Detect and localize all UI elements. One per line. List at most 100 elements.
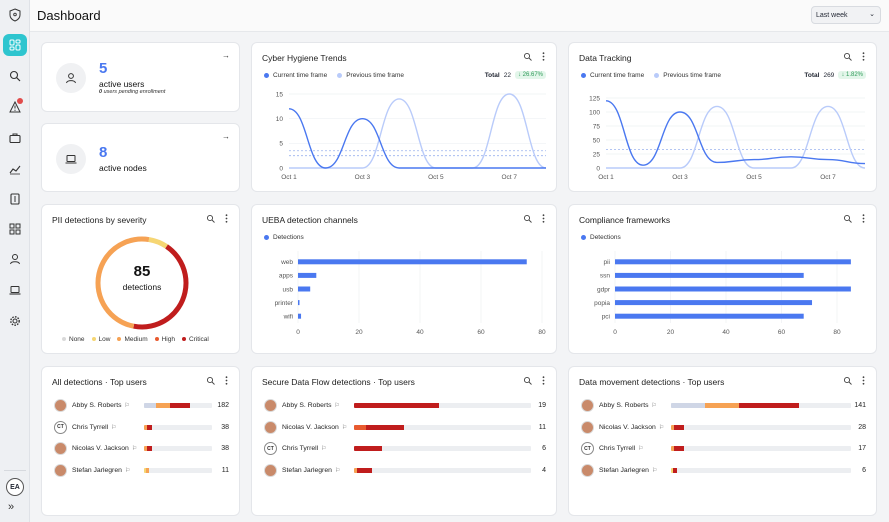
period-select[interactable]: Last week ⌄ <box>811 6 881 24</box>
severity-bar <box>671 467 851 473</box>
severity-segment <box>144 424 147 430</box>
x-tick-label: 40 <box>416 329 424 336</box>
user-row[interactable]: CT Chris Tyrrell ⚐ 6 <box>264 438 546 460</box>
flag-icon: ⚐ <box>638 446 644 453</box>
user-name: Abby S. Roberts <box>282 402 332 410</box>
user-icon <box>56 63 86 93</box>
card-title: PII detections by severity <box>52 215 147 225</box>
severity-bar <box>144 467 212 473</box>
user-row[interactable]: Nicolas V. Jackson ⚐ 28 <box>581 417 866 439</box>
trend-icon[interactable] <box>3 158 27 180</box>
bar-pci <box>615 313 804 319</box>
user-row[interactable]: Nicolas V. Jackson ⚐ 11 <box>264 417 546 439</box>
user-row[interactable]: Abby S. Roberts ⚐ 19 <box>264 395 546 417</box>
user-row[interactable]: Nicolas V. Jackson ⚐ 38 <box>54 438 229 460</box>
y-tick-label: gdpr <box>597 286 611 293</box>
user-row[interactable]: CT Chris Tyrrell ⚐ 17 <box>581 438 866 460</box>
apps-icon[interactable] <box>3 218 27 240</box>
more-icon[interactable] <box>539 52 548 61</box>
flag-icon: ⚐ <box>334 467 341 474</box>
card-title: Cyber Hygiene Trends <box>262 53 347 63</box>
user-avatar[interactable]: EA <box>6 478 24 496</box>
user-row[interactable]: Abby S. Roberts ⚐ 182 <box>54 395 229 417</box>
detection-count: 17 <box>858 445 866 453</box>
y-tick-label: wifi <box>283 314 293 321</box>
total-summary: Total 269 ↓ 1.82% <box>804 71 866 79</box>
y-tick-label: 75 <box>593 123 601 130</box>
dashboard-icon[interactable] <box>3 34 27 56</box>
expand-sidebar-button[interactable]: » <box>8 501 15 513</box>
active-nodes-card[interactable]: → 8 active nodes <box>41 123 240 192</box>
bar-printer <box>298 300 300 306</box>
arrow-right-icon[interactable]: → <box>222 51 230 60</box>
active-nodes-label: active nodes <box>99 163 147 173</box>
user-row[interactable]: CT Chris Tyrrell ⚐ 38 <box>54 417 229 439</box>
active-users-card[interactable]: → 5 active users 0 users pending enrollm… <box>41 42 240 112</box>
severity-bar <box>671 403 851 409</box>
legend-previous: Previous time frame <box>654 72 721 79</box>
more-icon[interactable] <box>222 376 231 385</box>
x-tick-label: Oct 5 <box>428 174 444 181</box>
user-avatar <box>54 399 67 413</box>
more-icon[interactable] <box>539 376 548 385</box>
user-row[interactable]: Stefan Jarlegren ⚐ 4 <box>264 460 546 482</box>
series-line-current <box>605 100 866 166</box>
severity-segment <box>147 424 152 430</box>
shield-logo-icon[interactable] <box>3 4 27 26</box>
y-tick-label: 50 <box>593 137 601 144</box>
secure-flow-card: Secure Data Flow detections · Top users … <box>251 366 557 516</box>
zoom-icon[interactable] <box>523 376 532 385</box>
zoom-icon[interactable] <box>843 376 852 385</box>
more-icon[interactable] <box>859 52 868 61</box>
alert-icon[interactable] <box>3 96 27 118</box>
severity-bar <box>671 424 851 430</box>
user-row[interactable]: Stefan Jarlegren ⚐ 6 <box>581 460 866 482</box>
card-title: Data movement detections · Top users <box>579 377 725 387</box>
severity-segment <box>144 446 147 452</box>
briefcase-icon[interactable] <box>3 127 27 149</box>
severity-segment <box>170 403 190 409</box>
pii-detections-card: PII detections by severity 85 detections… <box>41 204 240 354</box>
more-icon[interactable] <box>539 214 548 223</box>
chart-legend: Current time frame Previous time frame <box>264 72 404 79</box>
bar-apps <box>298 272 317 278</box>
legend-medium: Medium <box>117 336 148 343</box>
detection-count: 19 <box>538 402 546 410</box>
severity-bar <box>671 446 851 452</box>
arrow-right-icon[interactable]: → <box>222 132 230 141</box>
top-users-list: Abby S. Roberts ⚐ 19 Nicolas V. Jackson ⚐ 11 C… <box>264 395 546 481</box>
zoom-icon[interactable] <box>206 376 215 385</box>
laptop-icon[interactable] <box>3 279 27 301</box>
user-name: Nicolas V. Jackson <box>282 423 339 431</box>
zoom-icon[interactable] <box>843 214 852 223</box>
user-avatar <box>54 463 67 477</box>
y-tick-label: printer <box>275 300 294 307</box>
zoom-icon[interactable] <box>843 52 852 61</box>
more-icon[interactable] <box>859 376 868 385</box>
zoom-icon[interactable] <box>523 52 532 61</box>
search-icon[interactable] <box>3 65 27 87</box>
user-row[interactable]: Abby S. Roberts ⚐ 141 <box>581 395 866 417</box>
gear-icon[interactable] <box>3 310 27 332</box>
zoom-icon[interactable] <box>206 214 215 223</box>
page-title: Dashboard <box>37 8 101 23</box>
pending-enrollment-text: 0 users pending enrollment <box>99 89 165 95</box>
zoom-icon[interactable] <box>523 214 532 223</box>
bar-ssn <box>615 272 804 278</box>
y-tick-label: 125 <box>589 95 600 102</box>
report-icon[interactable] <box>3 188 27 210</box>
detection-count: 28 <box>858 423 866 431</box>
y-tick-label: 100 <box>589 109 600 116</box>
user-icon[interactable] <box>3 248 27 270</box>
more-icon[interactable] <box>859 214 868 223</box>
alert-badge <box>17 98 23 104</box>
legend-low: Low <box>91 336 110 343</box>
laptop-icon <box>56 144 86 174</box>
user-row[interactable]: Stefan Jarlegren ⚐ 11 <box>54 460 229 482</box>
more-icon[interactable] <box>222 214 231 223</box>
flag-icon: ⚐ <box>334 403 340 410</box>
legend-critical: Critical <box>181 336 209 343</box>
series-line-previous <box>288 93 547 169</box>
user-name: Stefan Jarlegren <box>72 466 122 474</box>
user-name: Stefan Jarlegren <box>599 466 649 474</box>
